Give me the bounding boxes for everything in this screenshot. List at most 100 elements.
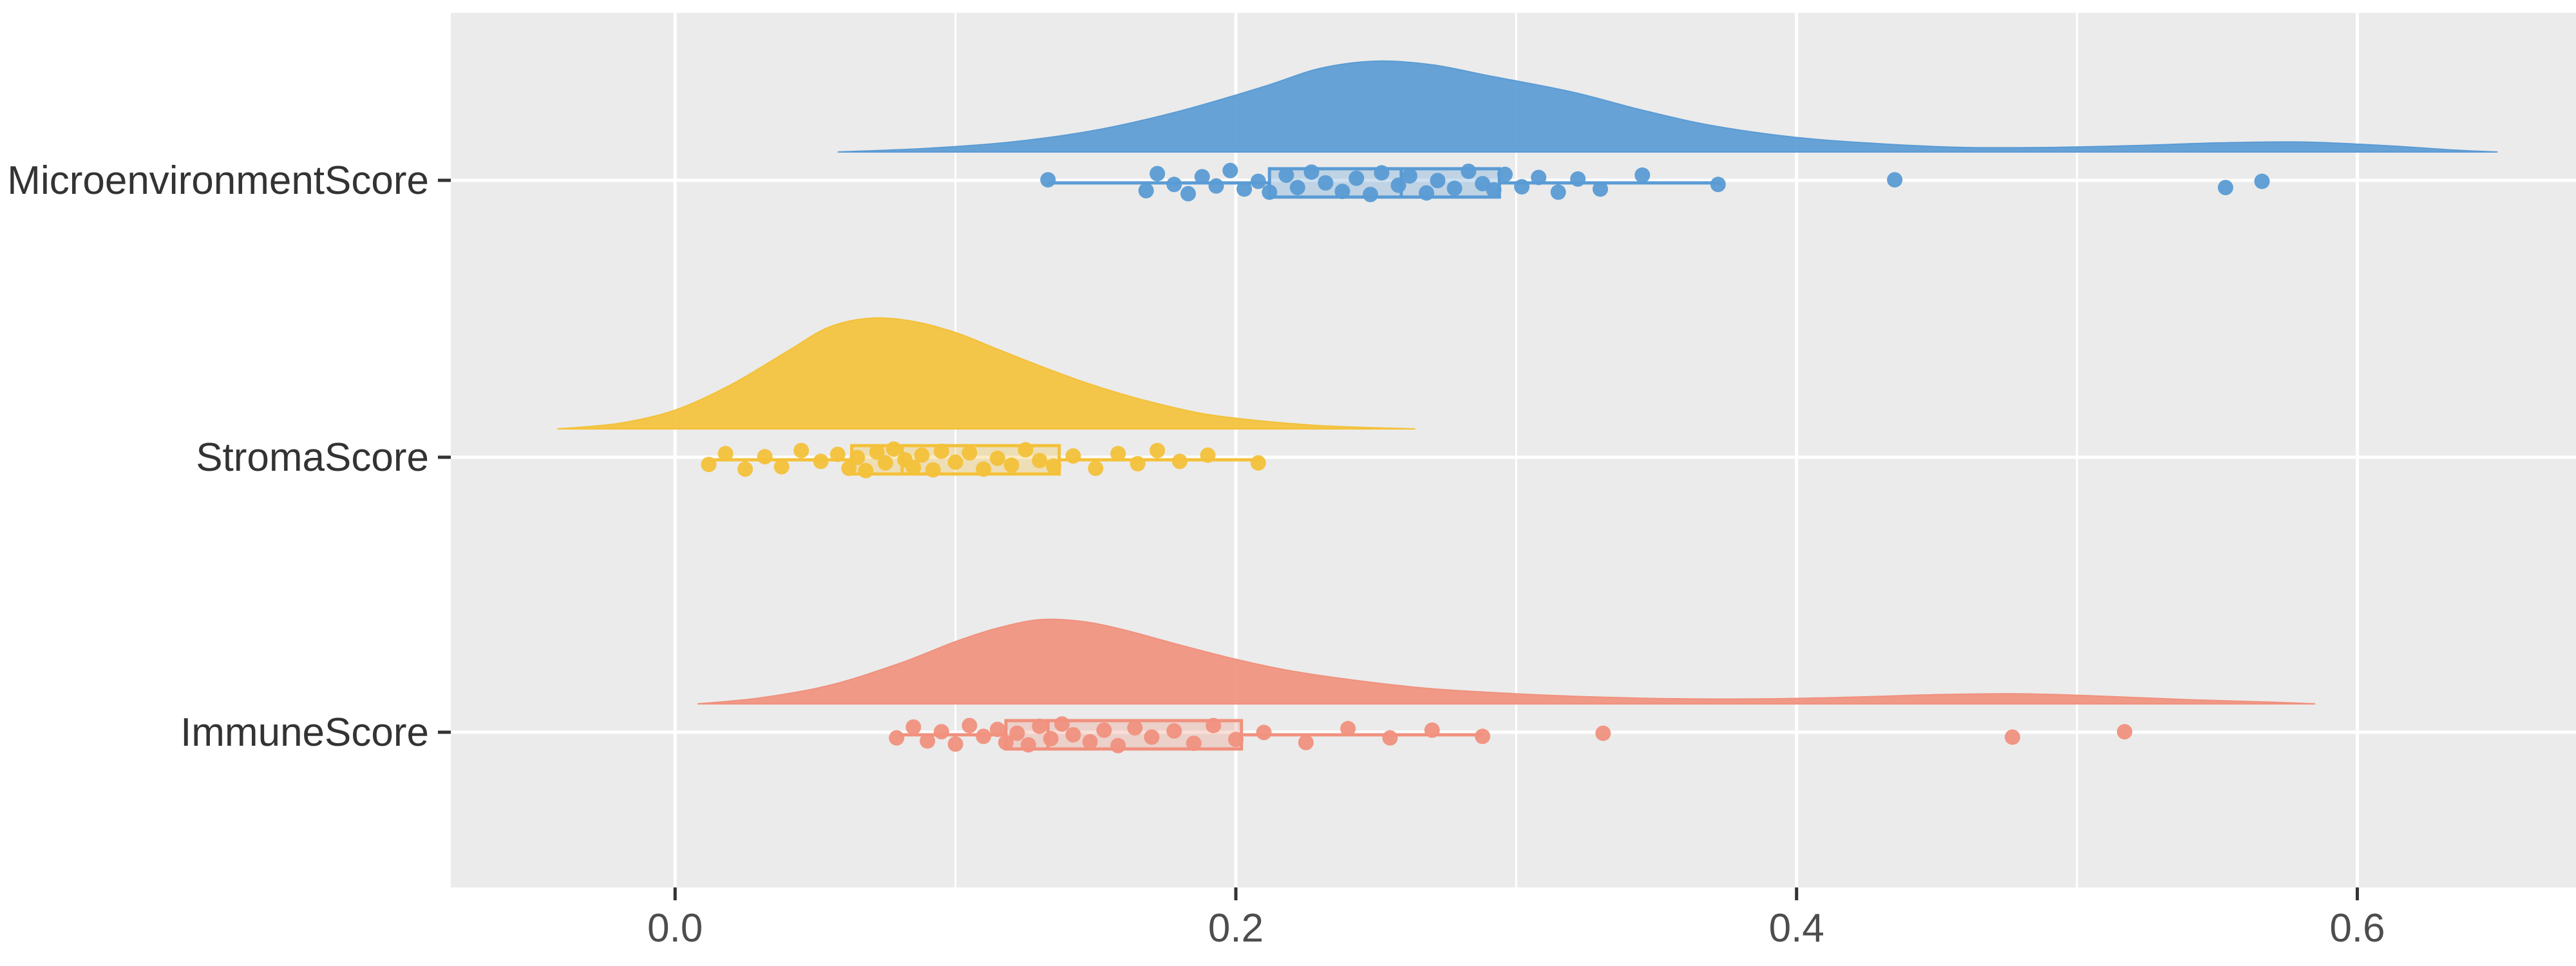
x-tick-label-3: 0.6 [2329,906,2385,951]
y-tick-label-1: StromaScore [196,435,429,480]
point-MicroenvironmentScore-4 [1180,185,1196,202]
point-StromaScore-26 [1046,458,1062,474]
point-StromaScore-0 [701,457,717,473]
point-StromaScore-10 [858,462,874,478]
y-tick-label-0: MicroenvironmentScore [7,158,429,203]
point-StromaScore-5 [793,442,810,459]
point-ImmuneScore-31 [2004,729,2020,745]
point-ImmuneScore-27 [1382,730,1398,746]
point-ImmuneScore-24 [1256,724,1272,741]
point-MicroenvironmentScore-35 [1887,172,1903,188]
point-MicroenvironmentScore-0 [1040,172,1056,188]
point-StromaScore-17 [925,462,941,478]
point-MicroenvironmentScore-14 [1318,175,1334,191]
point-ImmuneScore-5 [961,717,978,734]
series-MicroenvironmentScore [837,60,2498,202]
point-ImmuneScore-26 [1340,721,1356,737]
point-StromaScore-11 [869,444,885,460]
point-ImmuneScore-11 [1032,718,1048,734]
point-MicroenvironmentScore-7 [1222,162,1238,178]
point-MicroenvironmentScore-13 [1303,164,1320,180]
point-ImmuneScore-19 [1144,729,1160,745]
point-StromaScore-21 [976,461,992,477]
point-MicroenvironmentScore-6 [1208,178,1224,194]
point-MicroenvironmentScore-24 [1461,164,1477,179]
point-ImmuneScore-4 [947,736,963,752]
point-ImmuneScore-17 [1110,737,1126,753]
point-MicroenvironmentScore-37 [2254,173,2270,189]
point-ImmuneScore-2 [920,733,936,749]
x-tick-label-0: 0.0 [647,906,703,951]
point-ImmuneScore-10 [1020,737,1036,753]
x-tick-label-2: 0.4 [1769,906,1824,951]
point-ImmuneScore-30 [1595,725,1611,741]
point-StromaScore-8 [841,460,857,477]
point-MicroenvironmentScore-5 [1194,169,1210,185]
point-ImmuneScore-29 [1475,728,1491,744]
point-StromaScore-22 [989,450,1005,466]
point-StromaScore-12 [877,455,893,471]
point-ImmuneScore-32 [2117,724,2133,740]
point-ImmuneScore-3 [933,724,949,740]
point-MicroenvironmentScore-22 [1430,173,1446,189]
series-ImmuneScore [697,618,2316,753]
point-MicroenvironmentScore-28 [1514,179,1530,194]
point-StromaScore-1 [717,446,734,462]
point-ImmuneScore-23 [1227,732,1244,748]
point-MicroenvironmentScore-21 [1419,185,1435,201]
point-StromaScore-3 [757,449,773,465]
point-MicroenvironmentScore-3 [1166,176,1182,193]
point-MicroenvironmentScore-29 [1531,169,1547,185]
point-MicroenvironmentScore-36 [2217,180,2233,196]
point-StromaScore-30 [1130,456,1146,471]
point-ImmuneScore-22 [1206,717,1222,734]
point-MicroenvironmentScore-17 [1362,187,1378,202]
point-MicroenvironmentScore-8 [1236,181,1253,197]
point-StromaScore-23 [1003,457,1019,473]
point-ImmuneScore-1 [905,719,922,735]
point-StromaScore-6 [813,453,829,469]
point-StromaScore-18 [933,443,949,459]
point-MicroenvironmentScore-12 [1289,180,1305,196]
point-MicroenvironmentScore-19 [1390,177,1406,193]
series-StromaScore [557,317,1416,478]
point-StromaScore-2 [737,461,753,477]
point-ImmuneScore-18 [1127,720,1143,736]
point-MicroenvironmentScore-1 [1138,183,1154,198]
point-StromaScore-20 [961,445,978,461]
point-StromaScore-19 [947,454,963,470]
point-ImmuneScore-9 [1009,725,1025,741]
point-ImmuneScore-8 [998,735,1014,750]
point-ImmuneScore-0 [889,730,905,746]
point-StromaScore-24 [1018,442,1034,458]
point-ImmuneScore-20 [1166,723,1182,739]
density-ImmuneScore [697,618,2316,705]
point-StromaScore-34 [1250,455,1266,471]
point-StromaScore-32 [1171,453,1188,469]
point-MicroenvironmentScore-23 [1446,180,1463,196]
point-StromaScore-4 [773,459,790,475]
point-MicroenvironmentScore-18 [1374,165,1390,181]
density-MicroenvironmentScore [837,60,2498,153]
point-ImmuneScore-14 [1065,727,1081,743]
x-tick-label-1: 0.2 [1208,906,1264,951]
point-MicroenvironmentScore-9 [1250,173,1266,189]
point-MicroenvironmentScore-15 [1334,184,1350,200]
point-ImmuneScore-13 [1054,716,1070,732]
point-MicroenvironmentScore-33 [1634,167,1651,183]
point-MicroenvironmentScore-16 [1349,170,1365,186]
point-MicroenvironmentScore-31 [1570,171,1586,187]
point-StromaScore-13 [886,441,902,457]
point-MicroenvironmentScore-20 [1401,168,1417,184]
point-ImmuneScore-16 [1096,722,1112,738]
point-MicroenvironmentScore-11 [1278,167,1294,183]
point-MicroenvironmentScore-32 [1592,181,1608,197]
point-ImmuneScore-6 [976,728,992,744]
density-StromaScore [557,317,1416,430]
point-ImmuneScore-12 [1043,731,1059,746]
point-StromaScore-16 [914,447,930,463]
point-MicroenvironmentScore-10 [1262,184,1278,200]
point-StromaScore-33 [1200,447,1216,463]
